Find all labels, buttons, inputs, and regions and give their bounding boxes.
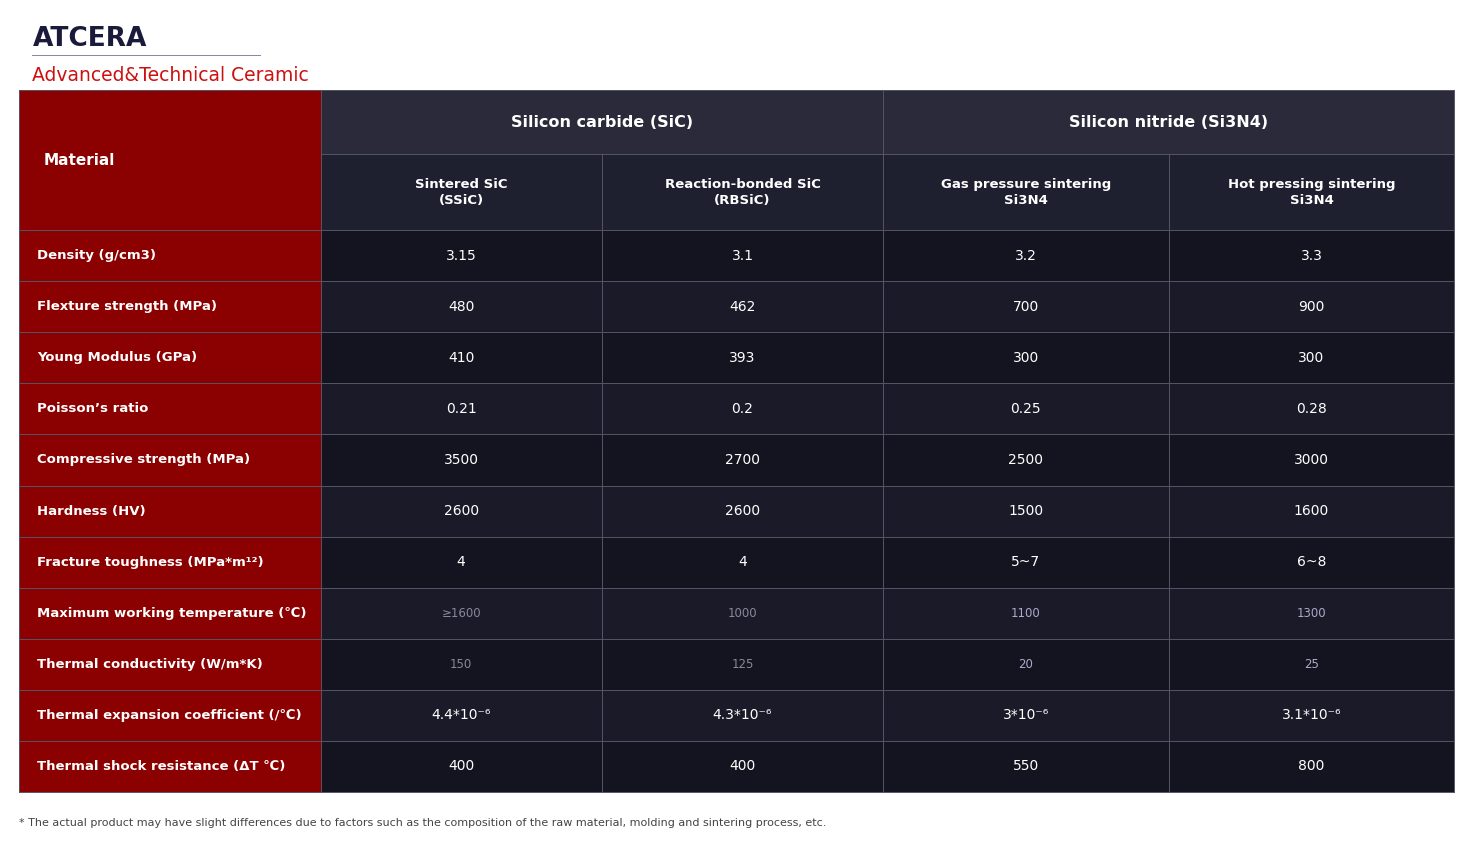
- Text: 4.3*10⁻⁶: 4.3*10⁻⁶: [712, 708, 773, 722]
- Text: Silicon nitride (Si3N4): Silicon nitride (Si3N4): [1069, 115, 1269, 129]
- Text: 462: 462: [729, 300, 755, 314]
- Text: Sintered SiC
(SSiC): Sintered SiC (SSiC): [415, 177, 508, 207]
- Text: 6~8: 6~8: [1297, 555, 1326, 569]
- Text: 3.1*10⁻⁶: 3.1*10⁻⁶: [1282, 708, 1341, 722]
- Text: 3.1: 3.1: [732, 249, 754, 263]
- Text: 3.2: 3.2: [1016, 249, 1036, 263]
- Text: Fracture toughness (MPa*m¹²): Fracture toughness (MPa*m¹²): [37, 556, 263, 568]
- Text: 300: 300: [1298, 351, 1325, 365]
- Text: 393: 393: [729, 351, 755, 365]
- Text: 2600: 2600: [443, 504, 478, 518]
- Text: Density (g/cm3): Density (g/cm3): [37, 249, 156, 262]
- Text: 3000: 3000: [1294, 453, 1329, 467]
- Text: 410: 410: [447, 351, 474, 365]
- Text: 2500: 2500: [1008, 453, 1044, 467]
- Text: 1000: 1000: [727, 607, 757, 620]
- Text: 5~7: 5~7: [1011, 555, 1041, 569]
- Text: 400: 400: [447, 759, 474, 773]
- Text: Thermal conductivity (W/m*K): Thermal conductivity (W/m*K): [37, 657, 263, 671]
- Text: 150: 150: [450, 657, 473, 671]
- Text: 25: 25: [1304, 657, 1319, 671]
- Text: * The actual product may have slight differences due to factors such as the comp: * The actual product may have slight dif…: [19, 818, 826, 829]
- Text: Thermal expansion coefficient (/℃): Thermal expansion coefficient (/℃): [37, 709, 302, 722]
- Text: Flexture strength (MPa): Flexture strength (MPa): [37, 300, 218, 313]
- Text: 3500: 3500: [443, 453, 478, 467]
- Text: Silicon carbide (SiC): Silicon carbide (SiC): [511, 115, 693, 129]
- Text: 20: 20: [1019, 657, 1033, 671]
- Text: Poisson’s ratio: Poisson’s ratio: [37, 402, 149, 415]
- Text: 4.4*10⁻⁶: 4.4*10⁻⁶: [431, 708, 490, 722]
- Text: 2600: 2600: [724, 504, 760, 518]
- Text: 800: 800: [1298, 759, 1325, 773]
- Text: Advanced&Technical Ceramic: Advanced&Technical Ceramic: [32, 66, 309, 85]
- Text: Reaction-bonded SiC
(RBSiC): Reaction-bonded SiC (RBSiC): [664, 177, 820, 207]
- Text: 900: 900: [1298, 300, 1325, 314]
- Text: Maximum working temperature (℃): Maximum working temperature (℃): [37, 607, 306, 620]
- Text: 3.3: 3.3: [1301, 249, 1322, 263]
- Text: ≥1600: ≥1600: [442, 607, 481, 620]
- Text: Compressive strength (MPa): Compressive strength (MPa): [37, 454, 250, 467]
- Text: Young Modulus (GPa): Young Modulus (GPa): [37, 351, 197, 365]
- Text: 0.25: 0.25: [1011, 402, 1041, 416]
- Text: Material: Material: [43, 152, 115, 168]
- Text: 700: 700: [1013, 300, 1039, 314]
- Text: 1500: 1500: [1008, 504, 1044, 518]
- Text: 400: 400: [729, 759, 755, 773]
- Text: Hot pressing sintering
Si3N4: Hot pressing sintering Si3N4: [1228, 177, 1395, 207]
- Text: 0.2: 0.2: [732, 402, 754, 416]
- Text: 1300: 1300: [1297, 607, 1326, 620]
- Text: 2700: 2700: [726, 453, 760, 467]
- Text: Hardness (HV): Hardness (HV): [37, 504, 146, 518]
- Text: 550: 550: [1013, 759, 1039, 773]
- Text: 125: 125: [732, 657, 754, 671]
- Text: ATCERA: ATCERA: [32, 26, 147, 51]
- Text: 300: 300: [1013, 351, 1039, 365]
- Text: Thermal shock resistance (ΔT ℃): Thermal shock resistance (ΔT ℃): [37, 760, 286, 773]
- Text: 1100: 1100: [1011, 607, 1041, 620]
- Text: 4: 4: [737, 555, 746, 569]
- Text: 0.28: 0.28: [1297, 402, 1326, 416]
- Text: 4: 4: [456, 555, 465, 569]
- Text: 1600: 1600: [1294, 504, 1329, 518]
- Text: 3.15: 3.15: [446, 249, 477, 263]
- Text: 480: 480: [447, 300, 474, 314]
- Text: Gas pressure sintering
Si3N4: Gas pressure sintering Si3N4: [941, 177, 1111, 207]
- Text: 3*10⁻⁶: 3*10⁻⁶: [1002, 708, 1050, 722]
- Text: 0.21: 0.21: [446, 402, 477, 416]
